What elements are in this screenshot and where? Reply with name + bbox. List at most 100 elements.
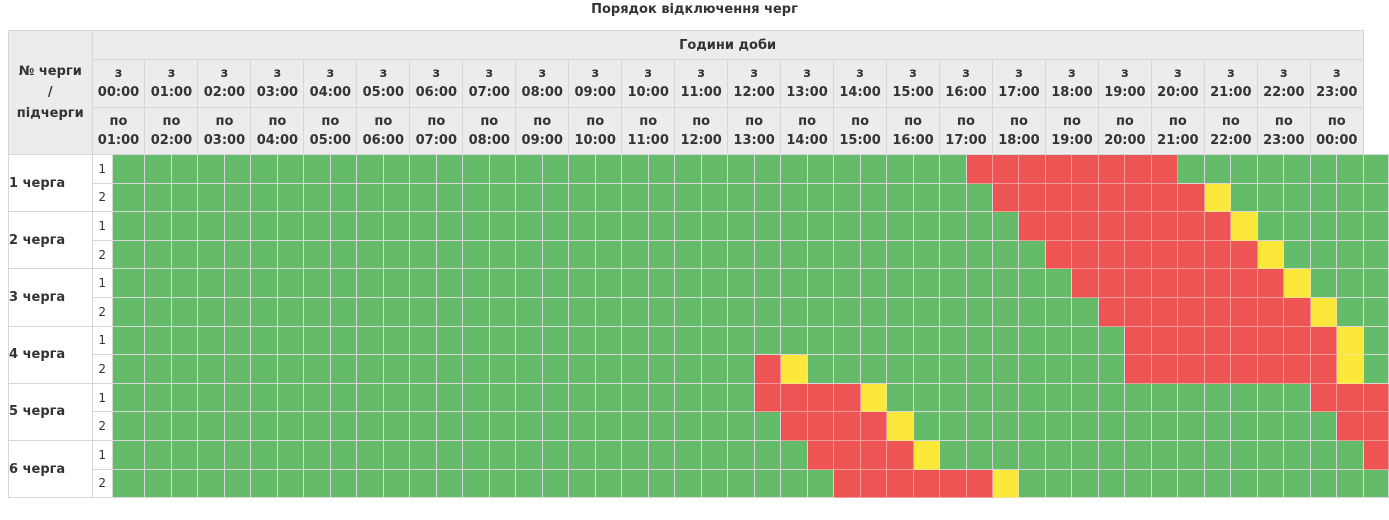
from-hour-header: з 13:00 [780,59,835,108]
schedule-cell [111,296,146,327]
to-hour-label: 15:00 [839,132,881,148]
from-hour-label: 13:00 [786,85,828,101]
schedule-cell [833,239,861,270]
to-hour-header: по 20:00 [1097,106,1152,156]
to-hour-header: по 14:00 [780,106,835,156]
schedule-cell [1177,382,1205,413]
queue-label: 5 черга [8,382,93,441]
to-prefix: по [480,113,499,129]
schedule-cell [409,354,437,384]
subqueue-label: 2 [91,239,113,270]
from-hour-label: 23:00 [1316,85,1358,101]
from-hour-label: 03:00 [256,85,299,101]
schedule-cell [1203,468,1232,499]
schedule-cell [515,354,543,384]
schedule-cell [780,439,808,470]
to-prefix: по [957,113,975,129]
from-prefix: з [962,66,970,82]
schedule-cell [488,239,517,270]
schedule-cell [1283,239,1311,270]
schedule-cell [806,211,835,241]
schedule-cell [462,411,490,441]
from-hour-header: з 21:00 [1203,59,1258,108]
schedule-cell [886,268,914,298]
to-hour-header: по 08:00 [462,106,517,156]
schedule-cell [1230,239,1258,270]
schedule-cell [488,439,517,470]
schedule-cell [1018,354,1046,384]
schedule-cell [700,354,729,384]
schedule-cell [435,296,464,327]
schedule-cell [409,411,437,441]
schedule-cell [806,439,835,470]
schedule-cell [833,439,861,470]
schedule-cell [1283,268,1311,298]
to-hour-label: 23:00 [1263,132,1305,148]
schedule-cell [965,268,993,298]
schedule-cell [1362,439,1389,470]
schedule-cell [435,411,464,441]
queue-row: 6 черга 1 [8,439,1389,499]
schedule-cell [1362,182,1389,213]
schedule-cell [594,382,623,413]
schedule-cell [991,439,1020,470]
to-hour-label: 09:00 [521,132,563,148]
schedule-cell [488,468,517,499]
schedule-cell [303,354,331,384]
schedule-cell [700,268,729,298]
schedule-cell [859,211,888,241]
schedule-cell [647,211,676,241]
to-hour-label: 07:00 [415,132,457,148]
schedule-cell [435,325,464,356]
to-hour-label: 05:00 [309,132,352,148]
from-hour-label: 14:00 [839,85,881,101]
schedule-cell [780,411,808,441]
schedule-cell [1336,239,1364,270]
schedule-cell [1150,411,1179,441]
schedule-cell [488,296,517,327]
schedule-cell [250,411,278,441]
schedule-cell [250,468,278,499]
schedule-cell [197,154,225,184]
to-hour-header: по 23:00 [1256,106,1311,156]
schedule-cell [727,268,755,298]
schedule-cell [912,239,941,270]
schedule-cell [250,211,278,241]
schedule-cell [1256,382,1285,413]
to-hour-label: 08:00 [468,132,510,148]
schedule-cell [1071,468,1099,499]
queue-row: 2 [9,468,1389,499]
schedule-cell [276,325,305,356]
schedule-cell [912,211,941,241]
schedule-cell [859,182,888,213]
schedule-cell [647,239,676,270]
schedule-cell [111,211,146,241]
schedule-cell [594,354,623,384]
to-hour-header: по 19:00 [1044,106,1099,156]
schedule-cell [780,325,808,356]
schedule-cell [462,182,490,213]
schedule-cell [568,296,596,327]
schedule-cell [303,439,331,470]
schedule-cell [700,239,729,270]
schedule-cell [568,154,596,184]
from-prefix: з [1015,66,1023,82]
subqueue-label: 2 [91,182,113,213]
schedule-cell [250,268,278,298]
schedule-cell [1097,325,1126,356]
schedule-cell [621,239,649,270]
schedule-cell [170,211,199,241]
from-hour-label: 10:00 [627,85,669,101]
schedule-cell [674,296,702,327]
from-prefix: з [167,66,176,82]
from-prefix: з [432,66,441,82]
schedule-cell [991,268,1020,298]
schedule-cell [303,468,331,499]
schedule-cell [303,382,331,413]
schedule-cell [1150,182,1179,213]
schedule-cell [1230,325,1258,356]
to-hour-header: по 22:00 [1203,106,1258,156]
schedule-cell [1256,211,1285,241]
schedule-cell [886,296,914,327]
schedule-cell [594,296,623,327]
